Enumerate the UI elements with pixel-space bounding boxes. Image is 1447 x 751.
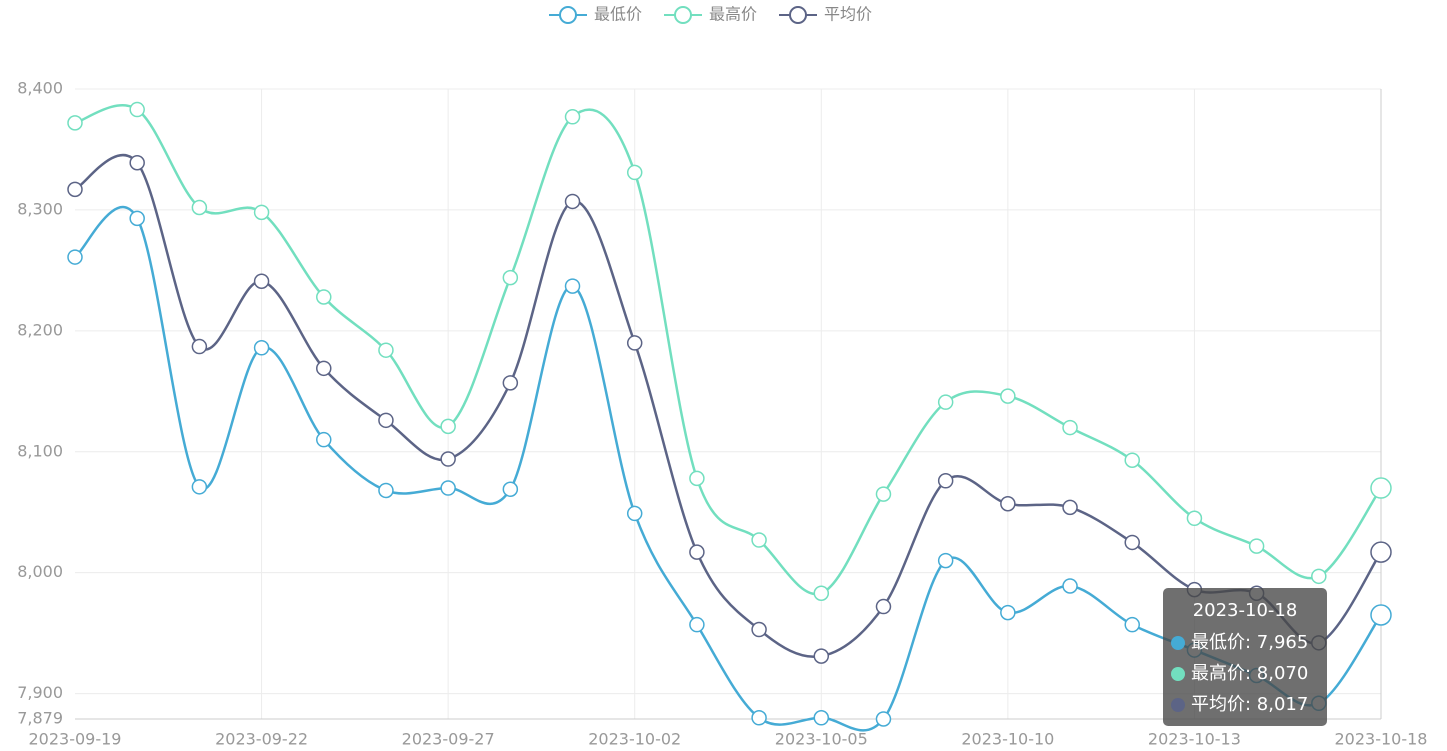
point bbox=[1000, 388, 1016, 404]
point bbox=[937, 473, 954, 489]
legend-label: 最高价 bbox=[709, 5, 757, 24]
tooltip-line: 最高价: 8,070 bbox=[1191, 663, 1308, 684]
point bbox=[626, 505, 643, 522]
point bbox=[689, 544, 705, 560]
point bbox=[129, 155, 145, 171]
point bbox=[813, 585, 830, 601]
point bbox=[191, 199, 208, 216]
series-line bbox=[74, 153, 1383, 659]
point bbox=[1370, 477, 1392, 499]
point bbox=[378, 482, 394, 499]
point bbox=[937, 552, 954, 569]
point bbox=[751, 621, 767, 638]
legend-item[interactable]: 平均价 bbox=[779, 5, 872, 24]
point bbox=[751, 710, 767, 726]
y-tick-label: 8,400 bbox=[17, 79, 63, 98]
legend-item[interactable]: 最高价 bbox=[664, 5, 757, 24]
y-tick-label: 8,200 bbox=[17, 320, 63, 339]
point bbox=[253, 273, 270, 290]
x-tick-label: 2023-10-18 bbox=[1335, 730, 1428, 749]
point bbox=[253, 204, 270, 221]
x-tick-label: 2023-09-27 bbox=[402, 730, 495, 749]
point bbox=[502, 269, 519, 286]
point bbox=[67, 115, 83, 131]
point bbox=[875, 711, 892, 727]
point bbox=[191, 338, 208, 355]
legend-icon-dot bbox=[559, 6, 577, 24]
point bbox=[626, 335, 643, 351]
point bbox=[1370, 604, 1392, 626]
point bbox=[440, 451, 456, 467]
point bbox=[564, 193, 581, 210]
point bbox=[1062, 578, 1078, 594]
point bbox=[316, 289, 332, 305]
point bbox=[502, 375, 519, 391]
point bbox=[440, 418, 456, 435]
x-tick-label: 2023-10-05 bbox=[775, 730, 868, 749]
point bbox=[564, 109, 581, 125]
point bbox=[378, 342, 394, 358]
y-tick-label: 7,879 bbox=[17, 709, 63, 728]
point bbox=[316, 360, 332, 377]
tooltip-line: 最低价: 7,965 bbox=[1191, 632, 1308, 653]
point bbox=[813, 648, 830, 664]
point bbox=[1062, 499, 1078, 516]
point bbox=[440, 480, 456, 496]
y-tick-label: 8,300 bbox=[17, 199, 63, 218]
y-tick-label: 7,900 bbox=[17, 683, 63, 702]
point bbox=[316, 431, 332, 448]
point bbox=[191, 479, 208, 495]
point bbox=[1124, 616, 1140, 633]
x-tick-label: 2023-10-13 bbox=[1148, 730, 1241, 749]
legend-label: 最低价 bbox=[594, 5, 642, 24]
x-tick-label: 2023-09-22 bbox=[215, 730, 308, 749]
point bbox=[1370, 541, 1392, 563]
tooltip: 2023-10-18 最低价: 7,965 最高价: 8,070 平均价: 8,017 bbox=[1163, 588, 1327, 726]
point bbox=[129, 210, 145, 227]
legend-item[interactable]: 最低价 bbox=[549, 5, 642, 24]
point bbox=[1000, 496, 1016, 512]
point bbox=[1000, 604, 1016, 621]
legend: 最低价 最高价 平均价 bbox=[549, 5, 872, 24]
point bbox=[1311, 568, 1327, 585]
point bbox=[1186, 510, 1203, 527]
tooltip-title: 2023-10-18 bbox=[1193, 600, 1298, 621]
tooltip-dot bbox=[1171, 636, 1185, 650]
point bbox=[689, 616, 705, 633]
point bbox=[1248, 538, 1265, 554]
tooltip-box bbox=[1163, 588, 1327, 726]
point bbox=[751, 532, 767, 548]
point bbox=[564, 278, 581, 294]
point bbox=[378, 412, 394, 429]
point bbox=[1124, 452, 1140, 468]
point bbox=[875, 598, 892, 615]
point bbox=[875, 486, 892, 502]
point bbox=[67, 181, 83, 198]
legend-icon-dot bbox=[789, 6, 807, 24]
tooltip-dot bbox=[1171, 667, 1185, 681]
point bbox=[937, 394, 954, 410]
point bbox=[253, 340, 270, 356]
point bbox=[1124, 534, 1140, 551]
point bbox=[1062, 419, 1078, 436]
point bbox=[689, 470, 705, 487]
x-tick-label: 2023-10-10 bbox=[961, 730, 1054, 749]
x-tick-label: 2023-09-19 bbox=[29, 730, 122, 749]
tooltip-dot bbox=[1171, 698, 1185, 712]
point bbox=[67, 249, 83, 265]
y-tick-label: 8,100 bbox=[17, 441, 63, 460]
point bbox=[813, 710, 830, 726]
point bbox=[502, 481, 519, 497]
point bbox=[129, 101, 145, 118]
x-tick-label: 2023-10-02 bbox=[588, 730, 681, 749]
legend-label: 平均价 bbox=[824, 5, 872, 24]
point bbox=[626, 164, 643, 181]
tooltip-line: 平均价: 8,017 bbox=[1191, 694, 1308, 715]
legend-icon-dot bbox=[674, 6, 692, 24]
series-line bbox=[74, 104, 1383, 596]
y-tick-label: 8,000 bbox=[17, 562, 63, 581]
